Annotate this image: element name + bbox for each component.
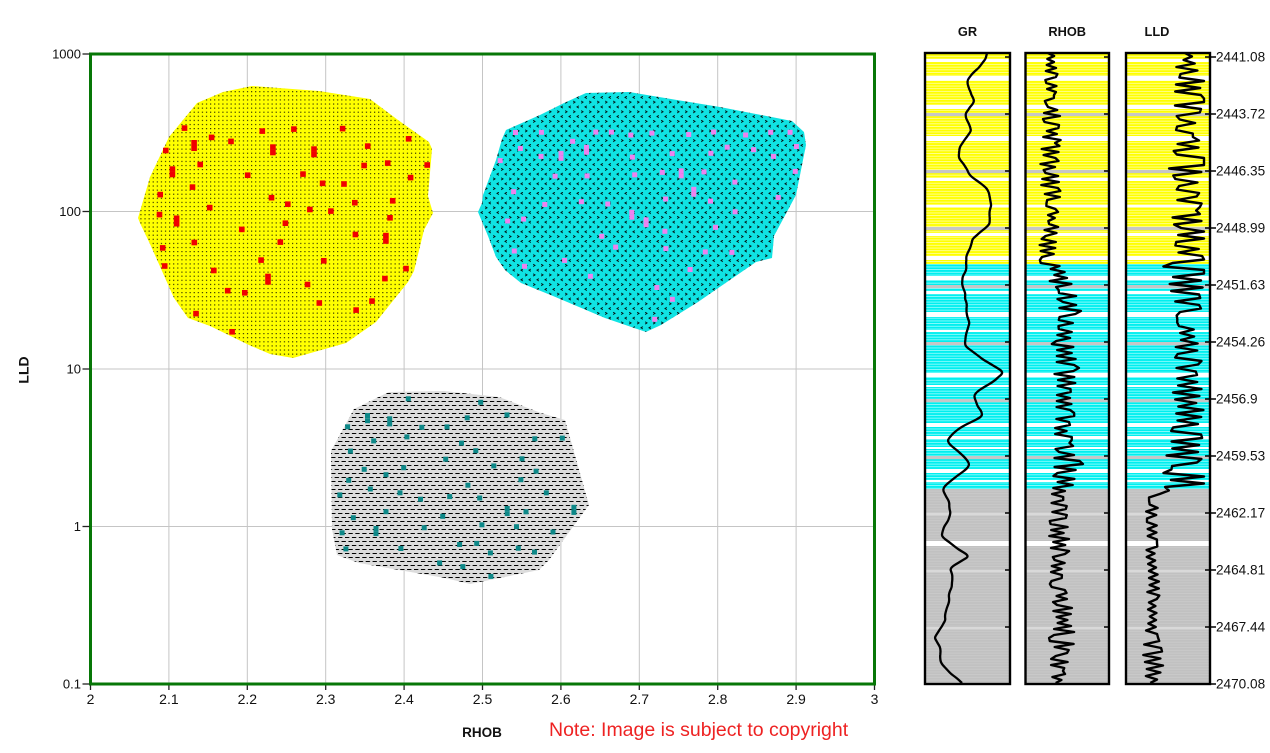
svg-text:LLD: LLD (16, 356, 32, 383)
svg-text:2443.72: 2443.72 (1216, 107, 1265, 122)
svg-text:2441.08: 2441.08 (1216, 50, 1265, 65)
svg-text:100: 100 (59, 204, 81, 219)
svg-text:2.9: 2.9 (786, 691, 806, 707)
svg-text:10: 10 (67, 362, 81, 377)
svg-text:2467.44: 2467.44 (1216, 620, 1266, 635)
svg-text:2.8: 2.8 (708, 691, 728, 707)
svg-text:2464.81: 2464.81 (1216, 563, 1265, 578)
svg-text:RHOB: RHOB (462, 725, 502, 740)
svg-text:2.4: 2.4 (394, 691, 414, 707)
svg-text:1: 1 (74, 519, 81, 534)
svg-text:2470.08: 2470.08 (1216, 677, 1265, 692)
svg-text:2.7: 2.7 (630, 691, 650, 707)
svg-text:3: 3 (871, 691, 879, 707)
svg-text:2459.53: 2459.53 (1216, 449, 1265, 464)
svg-text:2.2: 2.2 (238, 691, 258, 707)
svg-text:2462.17: 2462.17 (1216, 506, 1265, 521)
svg-text:GR: GR (958, 24, 977, 39)
svg-text:LLD: LLD (1145, 24, 1170, 39)
svg-text:2.1: 2.1 (159, 691, 179, 707)
svg-text:2.3: 2.3 (316, 691, 336, 707)
svg-text:2: 2 (87, 691, 95, 707)
svg-text:1000: 1000 (52, 47, 81, 62)
svg-text:2.5: 2.5 (473, 691, 493, 707)
svg-text:2.6: 2.6 (551, 691, 571, 707)
svg-text:2456.9: 2456.9 (1216, 392, 1258, 407)
svg-text:RHOB: RHOB (1048, 24, 1086, 39)
svg-text:2451.63: 2451.63 (1216, 278, 1265, 293)
svg-text:2454.26: 2454.26 (1216, 335, 1265, 350)
svg-text:2446.35: 2446.35 (1216, 164, 1265, 179)
svg-text:2448.99: 2448.99 (1216, 221, 1265, 236)
svg-text:Note: Image is subject to copy: Note: Image is subject to copyright (549, 719, 849, 741)
svg-text:0.1: 0.1 (63, 677, 81, 692)
